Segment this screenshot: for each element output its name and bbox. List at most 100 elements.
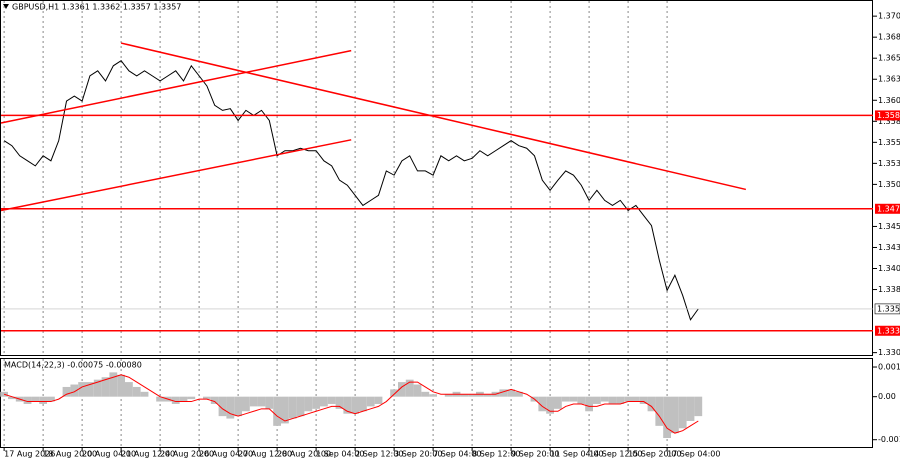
y-tick-label: 1.3655 bbox=[878, 54, 900, 63]
y-tick-label: 1.3455 bbox=[878, 222, 900, 231]
y-tick-label: 1.3605 bbox=[878, 96, 900, 105]
macd-bar bbox=[374, 396, 383, 404]
macd-bar bbox=[468, 394, 476, 397]
y-tick-label: 1.3405 bbox=[878, 264, 900, 273]
macd-bar bbox=[499, 389, 508, 397]
last-price-label: 1.3357 bbox=[877, 304, 900, 313]
y-tick-label: -0.00177 bbox=[878, 435, 900, 444]
macd-bar bbox=[242, 396, 250, 412]
trend-line bbox=[0, 49, 352, 124]
macd-bar bbox=[390, 389, 399, 397]
x-tick-label: 17 Aug 2026 bbox=[4, 450, 55, 459]
y-tick-label: 1.3530 bbox=[878, 159, 900, 168]
level-label-bg bbox=[875, 325, 900, 336]
macd-bar bbox=[218, 396, 227, 417]
x-tick-label: 18 Aug 20:00 bbox=[43, 450, 97, 459]
macd-bar bbox=[429, 394, 438, 397]
macd-bar bbox=[125, 382, 133, 397]
macd-bar bbox=[31, 396, 40, 402]
macd-bar bbox=[140, 391, 149, 397]
macd-bar bbox=[8, 396, 16, 400]
macd-bar bbox=[538, 396, 547, 412]
macd-bar bbox=[187, 396, 196, 400]
macd-bar bbox=[483, 394, 492, 397]
macd-bar bbox=[93, 379, 102, 397]
x-tick-label: 3 Sep 20:00 bbox=[394, 450, 442, 459]
macd-bar bbox=[101, 377, 110, 397]
macd-bar bbox=[156, 396, 165, 402]
macd-bar bbox=[249, 396, 258, 407]
x-tick-label: 11 Sep 04:00 bbox=[550, 450, 603, 459]
x-tick-label: 2 Sep 12:00 bbox=[355, 450, 403, 459]
y-tick-label: 1.3705 bbox=[878, 12, 900, 21]
macd-bar bbox=[312, 396, 321, 409]
x-tick-label: 27 Aug 12:00 bbox=[238, 450, 292, 459]
macd-bar bbox=[413, 384, 422, 397]
macd-bar bbox=[351, 396, 360, 414]
macd-bar bbox=[257, 396, 266, 407]
macd-bar bbox=[39, 396, 48, 404]
macd-bar bbox=[78, 382, 87, 397]
macd-bar bbox=[265, 396, 274, 409]
macd-bar bbox=[553, 396, 562, 409]
macd-bar bbox=[624, 396, 632, 402]
x-tick-label: 9 Sep 20:00 bbox=[511, 450, 559, 459]
price-panel bbox=[0, 0, 873, 356]
macd-bar bbox=[592, 396, 601, 404]
macd-bar bbox=[546, 396, 554, 414]
y-tick-label: 1.3505 bbox=[878, 180, 900, 189]
macd-bar bbox=[234, 396, 243, 417]
y-tick-label: 1.3580 bbox=[878, 117, 900, 126]
macd-bar bbox=[647, 396, 656, 412]
macd-bar bbox=[670, 396, 679, 434]
macd-bar bbox=[343, 396, 352, 414]
macd-bar bbox=[335, 396, 344, 409]
macd-bar bbox=[210, 396, 219, 404]
macd-bar bbox=[273, 396, 282, 426]
macd-bar bbox=[694, 396, 703, 417]
macd-bar bbox=[179, 396, 188, 402]
y-tick-label: 1.3430 bbox=[878, 243, 900, 252]
price-line bbox=[3, 60, 699, 321]
macd-bar bbox=[663, 396, 671, 439]
y-tick-label: 1.3630 bbox=[878, 75, 900, 84]
macd-bar bbox=[460, 394, 469, 397]
macd-bar bbox=[405, 379, 414, 397]
x-tick-label: 21 Aug 12:00 bbox=[121, 450, 175, 459]
level-label-bg bbox=[875, 203, 900, 214]
macd-bar bbox=[117, 374, 126, 397]
macd-bar bbox=[366, 396, 375, 407]
y-tick-label: 0.00122 bbox=[878, 363, 900, 372]
x-tick-label: 14 Sep 12:00 bbox=[589, 450, 642, 459]
macd-bar bbox=[639, 396, 648, 404]
title-arrow bbox=[3, 4, 9, 9]
macd-bar bbox=[62, 386, 71, 397]
macd-bar bbox=[608, 396, 617, 404]
level-label: 1.3476 bbox=[877, 204, 900, 213]
macd-bar bbox=[678, 396, 687, 429]
macd-bar bbox=[288, 396, 297, 419]
trend-line bbox=[120, 42, 747, 191]
macd-bar bbox=[616, 396, 625, 404]
x-tick-label: 8 Sep 12:00 bbox=[472, 450, 520, 459]
macd-bar bbox=[203, 396, 211, 400]
x-tick-label: 1 Sep 04:00 bbox=[316, 450, 364, 459]
x-tick-label: 26 Aug 04:00 bbox=[199, 450, 253, 459]
macd-panel bbox=[0, 358, 873, 448]
macd-bar bbox=[132, 386, 141, 397]
macd-bar bbox=[421, 391, 430, 397]
x-tick-label: 28 Aug 20:00 bbox=[277, 450, 331, 459]
macd-bar bbox=[86, 382, 94, 397]
macd-bar bbox=[507, 389, 515, 397]
y-tick-label: 1.3380 bbox=[878, 285, 900, 294]
macd-bar bbox=[569, 396, 578, 402]
x-tick-label: 24 Aug 20:00 bbox=[160, 450, 214, 459]
macd-bar bbox=[514, 391, 523, 397]
macd-bar bbox=[226, 396, 235, 419]
y-tick-label: 1.3555 bbox=[878, 138, 900, 147]
macd-bar bbox=[327, 396, 336, 404]
macd-title: MACD(14,22,3) -0.00075 -0.00080 bbox=[4, 361, 142, 370]
price-title: GBPUSD,H1 1.3361 1.3362 1.3357 1.3357 bbox=[12, 3, 181, 12]
